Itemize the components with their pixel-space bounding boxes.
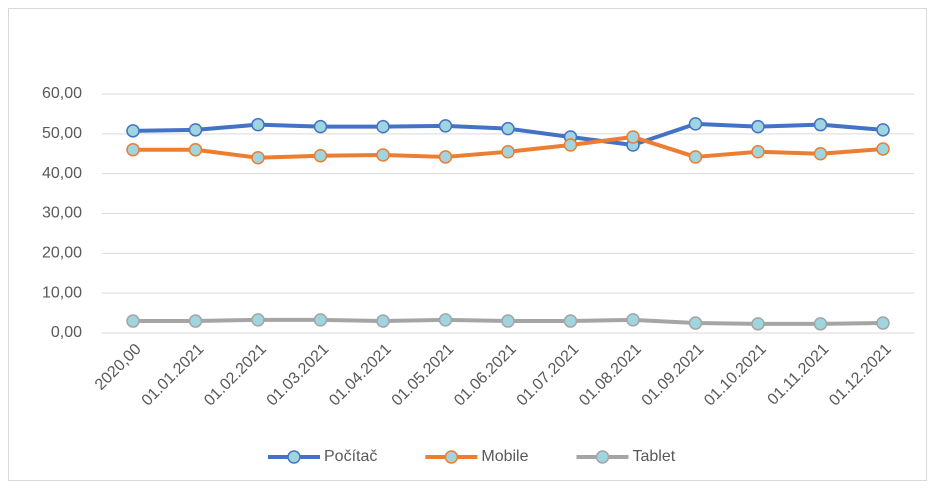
point-marker [876,142,890,156]
point-marker [563,138,578,152]
legend-marker [287,450,301,464]
point-marker [501,121,515,136]
point-marker [501,145,515,159]
point-marker [376,314,390,328]
point-marker [126,143,140,157]
point-marker [313,313,328,327]
point-marker [188,314,203,328]
point-marker [251,117,265,132]
point-marker [376,148,390,162]
legend-marker [444,450,459,464]
legend-label: Mobile [481,448,528,465]
point-marker [626,313,640,327]
point-marker [876,123,890,137]
point-marker [251,150,265,165]
point-marker [251,313,265,327]
point-marker [438,313,453,327]
point-marker [188,123,203,137]
legend-marker [595,450,610,464]
point-marker [438,119,453,133]
point-marker [688,150,703,164]
point-marker [313,148,328,163]
point-marker [376,119,390,134]
y-tick-label: 20,00 [42,245,82,262]
point-marker [563,314,578,328]
point-marker [751,317,765,331]
point-marker [188,143,203,157]
legend-label: Tablet [633,448,676,465]
point-marker [876,316,890,330]
point-marker [688,117,703,131]
point-marker [438,150,453,164]
point-marker [688,316,703,330]
point-marker [501,314,515,328]
point-marker [813,317,828,331]
y-tick-label: 0,00 [51,324,82,341]
legend: Počítač Mobile Tablet [268,448,676,465]
point-marker [313,119,328,134]
point-marker [751,119,765,134]
legend-label: Počítač [324,448,377,465]
y-tick-label: 30,00 [42,205,82,222]
point-marker [813,117,828,132]
point-marker [126,314,140,328]
point-marker [751,145,765,159]
y-tick-label: 50,00 [42,125,82,142]
point-marker [626,130,640,144]
y-tick-label: 40,00 [42,165,82,182]
y-tick-label: 60,00 [42,85,82,102]
point-marker [813,147,828,161]
chart-border [8,8,927,481]
point-marker [126,124,140,138]
y-tick-label: 10,00 [42,284,82,301]
